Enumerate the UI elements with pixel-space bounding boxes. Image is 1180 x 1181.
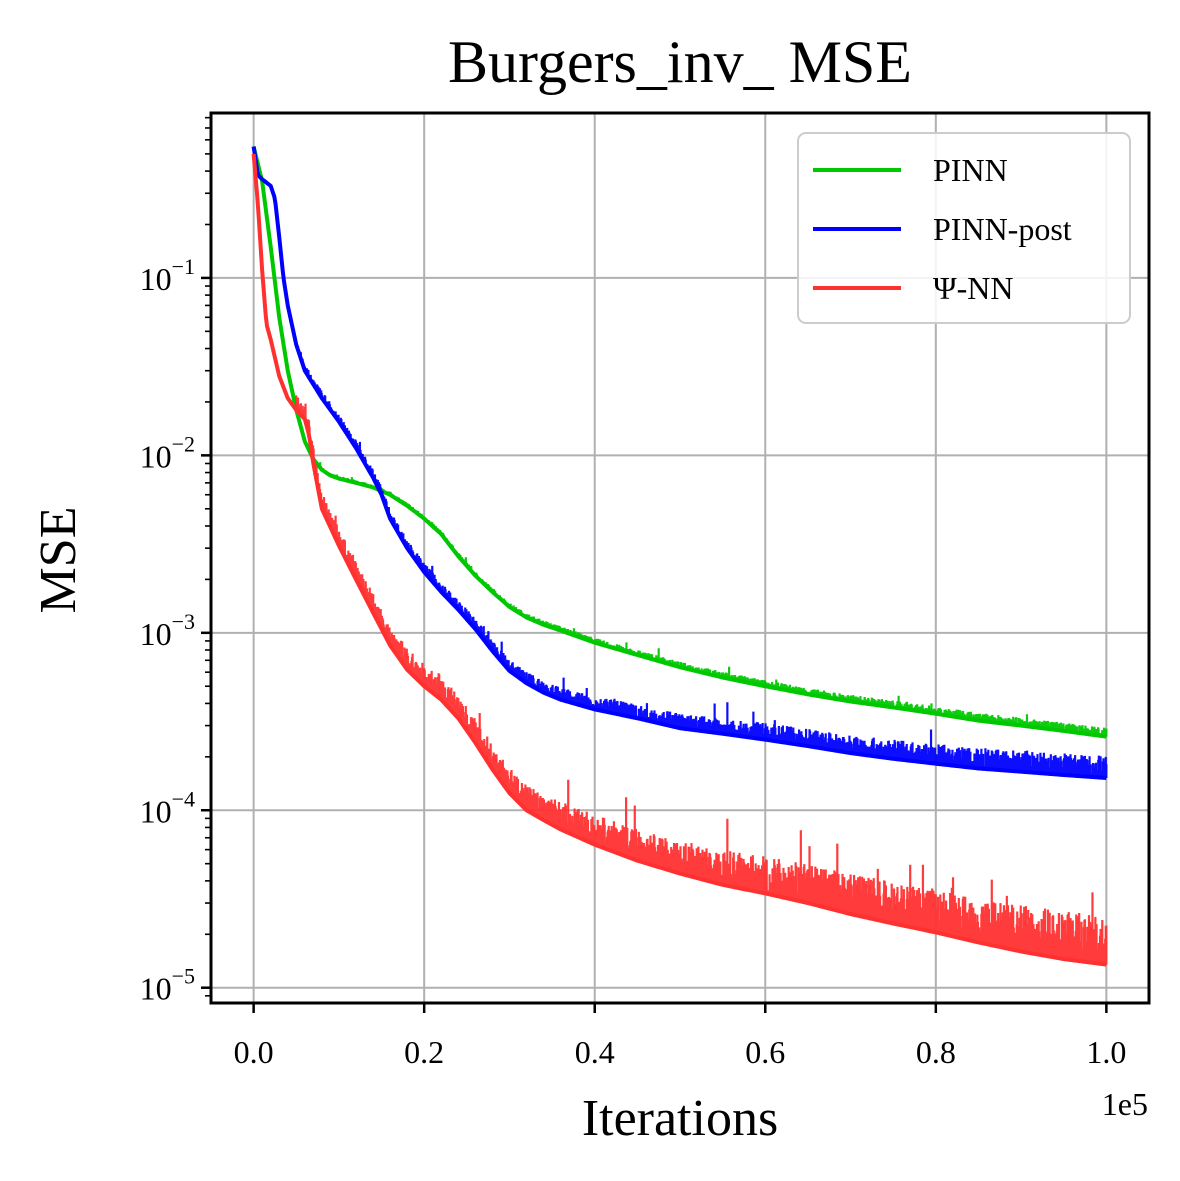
series-noise-1 (295, 343, 1108, 778)
series-0 (251, 146, 1108, 739)
y-tick-label-2: 10−3 (140, 609, 195, 652)
chart-title: Burgers_inv_ MSE (448, 29, 912, 95)
legend-box (797, 132, 1131, 324)
legend-label-0: PINN (933, 152, 1008, 188)
y-tick-label-3: 10−2 (140, 431, 195, 474)
x-tick-label-3: 0.6 (745, 1034, 785, 1070)
legend: PINN PINN-post Ψ-NN (797, 132, 1131, 324)
y-tick-label-0: 10−5 (140, 964, 195, 1007)
y-tick-label-1: 10−4 (140, 786, 195, 829)
axes: 0.0 0.2 0.4 0.6 0.8 1.0 10−5 10−4 10−3 10−2 10−1 (140, 111, 1151, 1070)
y-axis-label: MSE (30, 507, 87, 614)
x-tick-label-1: 0.2 (404, 1034, 444, 1070)
series-layer (251, 146, 1108, 967)
legend-label-2: Ψ-NN (933, 270, 1013, 306)
legend-label-1: PINN-post (933, 211, 1072, 247)
series-noise-0 (269, 246, 1108, 737)
series-noise-2 (295, 395, 1108, 965)
x-tick-label-2: 0.4 (575, 1034, 615, 1070)
plot-frame (209, 111, 1151, 1005)
series-1 (251, 146, 1108, 780)
x-tick-label-0: 0.0 (234, 1034, 274, 1070)
series-2 (251, 153, 1108, 967)
y-tick-label-4: 10−1 (140, 254, 195, 297)
x-tick-label-4: 0.8 (916, 1034, 956, 1070)
x-axis-label: Iterations (582, 1090, 778, 1147)
x-offset-label: 1e5 (1102, 1086, 1148, 1122)
x-tick-label-5: 1.0 (1086, 1034, 1126, 1070)
